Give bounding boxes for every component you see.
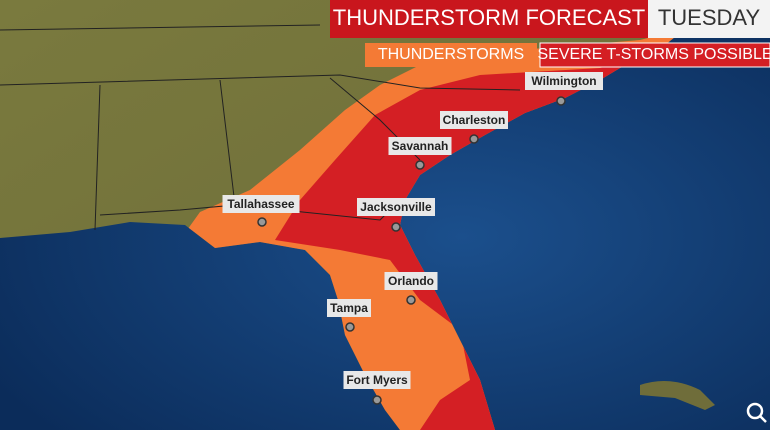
city-label-box <box>357 198 435 216</box>
city-dot <box>406 295 416 305</box>
city-dot <box>556 96 566 106</box>
city-label-box <box>388 137 452 155</box>
header: THUNDERSTORM FORECAST TUESDAY THUNDERSTO… <box>330 0 770 68</box>
city-label-box <box>327 299 371 317</box>
title: THUNDERSTORM FORECAST <box>333 5 646 30</box>
city-label: Fort Myers <box>346 373 408 387</box>
title-box <box>330 0 648 38</box>
city-label: Charleston <box>443 113 506 127</box>
city-label-box <box>222 195 300 213</box>
legend-label: SEVERE T-STORMS POSSIBLE <box>537 46 770 63</box>
city-dot <box>372 395 382 405</box>
island <box>640 381 715 410</box>
city-label-box <box>343 371 411 389</box>
day: TUESDAY <box>658 5 761 30</box>
city-label-box <box>384 272 438 290</box>
city-label: Savannah <box>392 139 449 153</box>
city-label: Tallahassee <box>227 197 294 211</box>
search-icon[interactable] <box>746 402 767 423</box>
legend-label: THUNDERSTORMS <box>378 46 524 63</box>
city-label: Jacksonville <box>360 200 432 214</box>
city-dot <box>415 160 425 170</box>
city-dot <box>257 217 267 227</box>
city-label-box <box>440 111 508 129</box>
city-dot <box>345 322 355 332</box>
city-label: Orlando <box>388 274 434 288</box>
legend-swatch <box>365 43 537 67</box>
city-label: Wilmington <box>531 74 596 88</box>
city-dot <box>469 134 479 144</box>
legend-swatch <box>539 42 770 68</box>
city-label: Tampa <box>330 301 368 315</box>
city-dot <box>391 222 401 232</box>
cities: Wilmington Charleston Savannah Tallahassee J… <box>222 72 603 405</box>
day-box <box>648 0 770 38</box>
city-label-box <box>525 72 603 90</box>
